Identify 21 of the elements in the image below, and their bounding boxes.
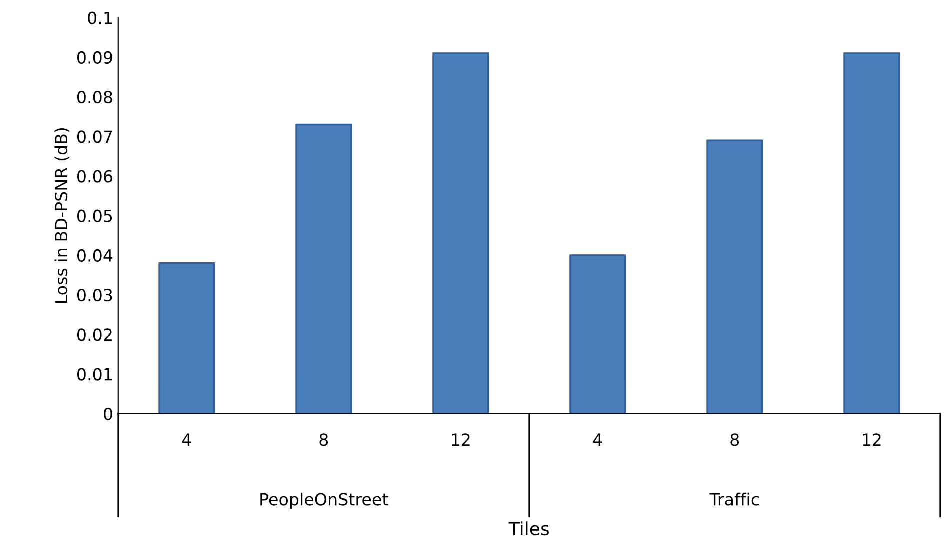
- y-tick-label: 0.04: [78, 249, 113, 262]
- y-tick-label: 0.03: [78, 289, 112, 302]
- x-tick-label: 4: [593, 434, 602, 446]
- x-tick-label: 8: [730, 434, 740, 446]
- x-tick-label: 8: [320, 434, 328, 446]
- x-tick-label: 4: [182, 434, 192, 446]
- y-tick-label: 0: [104, 408, 112, 420]
- y-tick-label: 0.01: [78, 368, 112, 381]
- x-tick-label: 12: [863, 434, 881, 446]
- y-tick-label: 0.05: [78, 210, 112, 222]
- y-tick-label: 0.1: [88, 12, 112, 24]
- y-tick-label: 0.08: [78, 90, 112, 104]
- y-tick-label: 0.02: [78, 328, 112, 342]
- y-axis-title: Loss in BD-PSNR (dB): [54, 128, 70, 304]
- y-tick-label: 0.09: [78, 51, 112, 64]
- x-axis-title: Tiles: [508, 522, 549, 536]
- text: PeopleOnStreet: [260, 492, 388, 510]
- y-tick-label: 0.07: [78, 130, 112, 144]
- y-tick-label: 0.06: [78, 170, 112, 183]
- x-tick-label: 12: [452, 434, 470, 446]
- text: Traffic: [710, 492, 759, 506]
